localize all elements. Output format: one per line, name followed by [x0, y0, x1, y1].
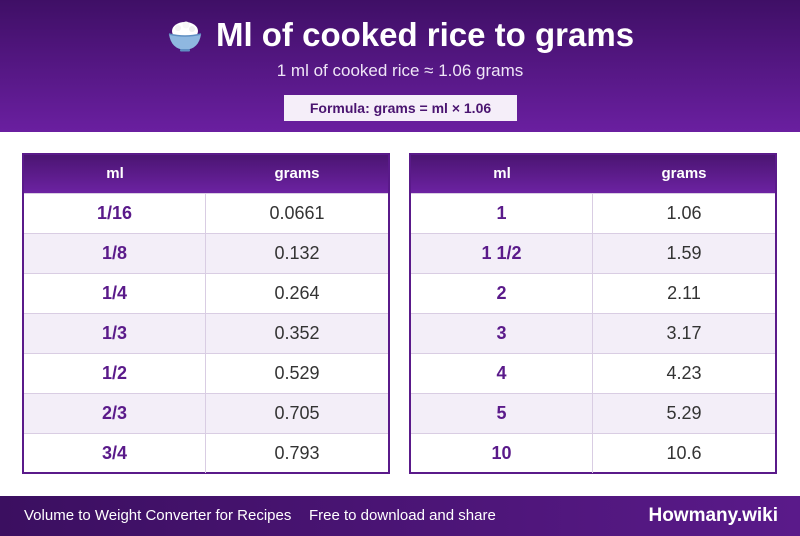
- table-header: ml grams: [411, 155, 775, 193]
- rice-bowl-icon: [168, 21, 202, 52]
- ml-cell: 2/3: [24, 394, 206, 433]
- table-row: 2 2.11: [411, 273, 775, 313]
- column-header-ml: ml: [493, 165, 511, 182]
- table-row: 5 5.29: [411, 393, 775, 433]
- grams-cell: 10.6: [666, 443, 702, 463]
- grams-cell: 0.529: [274, 363, 320, 383]
- subtitle: 1 ml of cooked rice ≈ 1.06 grams: [276, 61, 524, 80]
- grams-cell: 0.264: [274, 283, 320, 303]
- ml-cell: 1 1/2: [411, 234, 593, 273]
- grams-cell: 0.793: [274, 443, 320, 463]
- ml-cell: 3/4: [24, 434, 206, 473]
- ml-cell: 1/2: [24, 354, 206, 393]
- conversion-table-right: ml grams 1 1.06 1 1/2 1.59 2 2.11 3 3.17…: [409, 153, 777, 474]
- brand-logo-text[interactable]: Howmany.wiki: [648, 505, 778, 526]
- table-row: 3 3.17: [411, 313, 775, 353]
- table-row: 2/3 0.705: [24, 393, 388, 433]
- table-row: 4 4.23: [411, 353, 775, 393]
- table-row: 1/4 0.264: [24, 273, 388, 313]
- footer-tagline: Volume to Weight Converter for Recipes: [24, 507, 292, 524]
- grams-cell: 2.11: [667, 283, 701, 303]
- column-header-grams: grams: [274, 165, 320, 182]
- grams-cell: 3.17: [666, 323, 702, 343]
- ml-cell: 3: [411, 314, 593, 353]
- ml-cell: 1/4: [24, 274, 206, 313]
- ml-cell: 1/8: [24, 234, 206, 273]
- table-row: 1/8 0.132: [24, 233, 388, 273]
- grams-cell: 5.29: [666, 403, 702, 423]
- grams-cell: 0.0661: [269, 203, 325, 223]
- ml-cell: 2: [411, 274, 593, 313]
- table-row: 1 1/2 1.59: [411, 233, 775, 273]
- page-title-row: Ml of cooked rice to grams: [0, 14, 800, 56]
- table-header: ml grams: [24, 155, 388, 193]
- table-row: 1/3 0.352: [24, 313, 388, 353]
- ml-cell: 1/16: [24, 194, 206, 233]
- ml-cell: 1: [411, 194, 593, 233]
- ml-cell: 1/3: [24, 314, 206, 353]
- ml-cell: 4: [411, 354, 593, 393]
- table-row: 10 10.6: [411, 433, 775, 473]
- ml-cell: 10: [411, 434, 593, 473]
- table-row: 1/16 0.0661: [24, 193, 388, 233]
- formula-badge: Formula: grams = ml × 1.06: [284, 95, 517, 121]
- table-row: 3/4 0.793: [24, 433, 388, 473]
- table-row: 1/2 0.529: [24, 353, 388, 393]
- ml-cell: 5: [411, 394, 593, 433]
- grams-cell: 1.06: [666, 203, 702, 223]
- grams-cell: 0.705: [274, 403, 320, 423]
- column-header-grams: grams: [661, 165, 707, 182]
- header: Ml of cooked rice to grams 1 ml of cooke…: [0, 0, 800, 132]
- table-row: 1 1.06: [411, 193, 775, 233]
- column-header-ml: ml: [106, 165, 124, 182]
- footer-share-note: Free to download and share: [309, 507, 496, 524]
- footer: Volume to Weight Converter for Recipes F…: [0, 496, 800, 536]
- grams-cell: 4.23: [666, 363, 702, 383]
- page-title: Ml of cooked rice to grams: [215, 16, 635, 53]
- grams-cell: 1.59: [666, 243, 702, 263]
- conversion-table-left: ml grams 1/16 0.0661 1/8 0.132 1/4 0.264…: [22, 153, 390, 474]
- grams-cell: 0.352: [274, 323, 320, 343]
- grams-cell: 0.132: [274, 243, 320, 263]
